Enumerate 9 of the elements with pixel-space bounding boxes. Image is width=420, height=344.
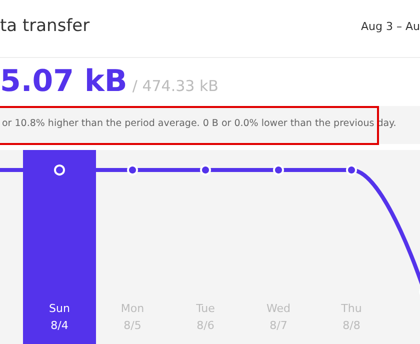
x-tick-label: Mon 8/5 xyxy=(120,302,144,332)
x-tick-label: Tue 8/6 xyxy=(195,302,216,332)
chart-title: ta transfer xyxy=(0,16,90,36)
text: / 474.33 kB xyxy=(132,77,218,95)
chart-subtitle: Aug 3 – Au xyxy=(361,20,420,33)
x-tick-label: Sun 8/4 xyxy=(49,302,70,332)
x-tick-label: Wed 8/7 xyxy=(266,302,290,332)
text: 5.07 kB xyxy=(0,64,128,99)
x-tick-label: Thu 8/8 xyxy=(340,302,362,332)
